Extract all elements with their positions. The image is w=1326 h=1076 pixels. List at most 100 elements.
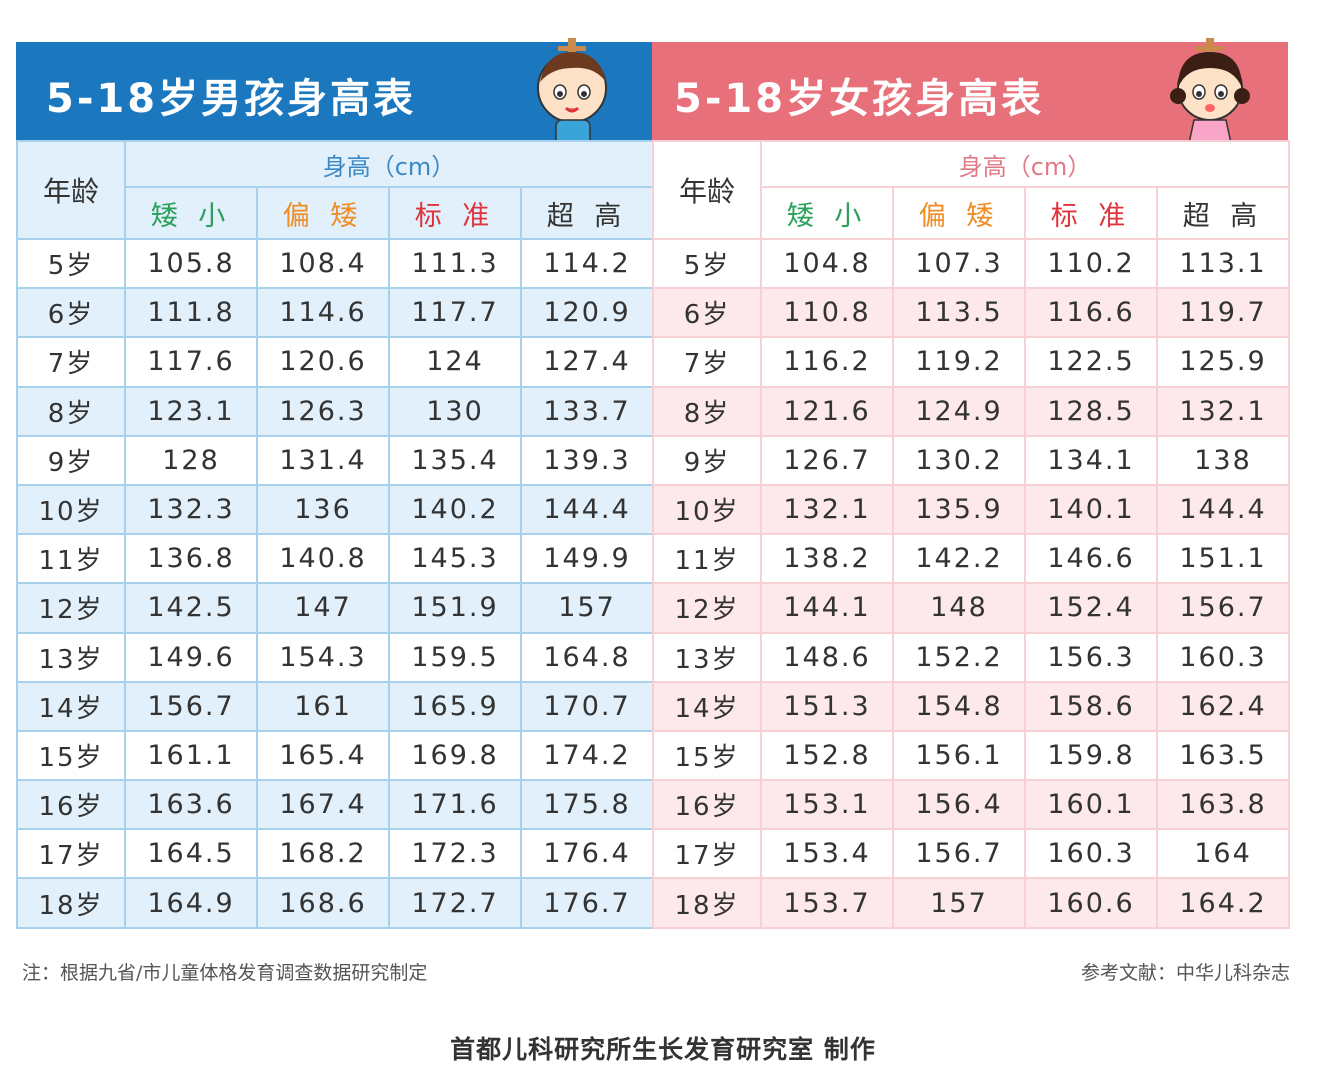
age-cell: 10岁 xyxy=(652,483,762,536)
table-row: 8岁 121.6 124.9 128.5 132.1 xyxy=(652,385,1291,437)
height-value-cell: 138 xyxy=(1155,434,1291,486)
age-cell: 9岁 xyxy=(652,434,762,486)
height-value-cell: 139.3 xyxy=(519,434,655,486)
height-value-cell: 169.8 xyxy=(388,729,522,782)
height-value-cell: 164 xyxy=(1155,828,1291,880)
height-value-cell: 144.1 xyxy=(760,582,894,634)
category-standard: 标 准 xyxy=(388,186,522,240)
table-row: 5岁 105.8 108.4 111.3 114.2 xyxy=(16,237,655,290)
height-value-cell: 153.1 xyxy=(760,779,894,831)
category-tall: 超 高 xyxy=(519,186,655,240)
height-value-cell: 136.8 xyxy=(124,533,258,585)
height-value-cell: 135.9 xyxy=(892,483,1026,536)
boys-height-panel: 5-18岁男孩身高表 年龄 身高（cm） 矮 小 偏 矮 标 准 超 高 5岁 1 xyxy=(16,38,655,932)
height-value-cell: 148 xyxy=(892,582,1026,634)
height-value-cell: 163.5 xyxy=(1155,729,1291,782)
table-row: 13岁 149.6 154.3 159.5 164.8 xyxy=(16,631,655,683)
table-row: 9岁 128 131.4 135.4 139.3 xyxy=(16,434,655,486)
height-value-cell: 110.8 xyxy=(760,287,894,339)
height-value-cell: 111.3 xyxy=(388,237,522,290)
table-row: 7岁 117.6 120.6 124 127.4 xyxy=(16,336,655,388)
height-value-cell: 149.9 xyxy=(519,533,655,585)
height-value-cell: 120.9 xyxy=(519,287,655,339)
category-short: 矮 小 xyxy=(124,186,258,240)
table-row: 18岁 164.9 168.6 172.7 176.7 xyxy=(16,877,655,929)
height-value-cell: 175.8 xyxy=(519,779,655,831)
height-value-cell: 144.4 xyxy=(1155,483,1291,536)
table-row: 16岁 163.6 167.4 171.6 175.8 xyxy=(16,779,655,831)
table-row: 13岁 148.6 152.2 156.3 160.3 xyxy=(652,631,1291,683)
height-value-cell: 111.8 xyxy=(124,287,258,339)
age-cell: 17岁 xyxy=(16,828,126,880)
height-value-cell: 160.6 xyxy=(1024,877,1158,929)
height-value-cell: 123.1 xyxy=(124,385,258,437)
age-cell: 16岁 xyxy=(652,779,762,831)
age-cell: 7岁 xyxy=(652,336,762,388)
height-value-cell: 154.3 xyxy=(256,631,390,683)
height-value-cell: 132.3 xyxy=(124,483,258,536)
height-value-cell: 168.6 xyxy=(256,877,390,929)
height-value-cell: 140.2 xyxy=(388,483,522,536)
age-cell: 12岁 xyxy=(16,582,126,634)
height-value-cell: 165.4 xyxy=(256,729,390,782)
age-cell: 18岁 xyxy=(652,877,762,929)
height-value-cell: 152.4 xyxy=(1024,582,1158,634)
boys-table-body: 5岁 105.8 108.4 111.3 114.2 6岁 111.8 114.6 117.7 1… xyxy=(16,237,655,929)
age-cell: 16岁 xyxy=(16,779,126,831)
height-value-cell: 128 xyxy=(124,434,258,486)
height-value-cell: 160.1 xyxy=(1024,779,1158,831)
height-value-cell: 158.6 xyxy=(1024,680,1158,732)
height-value-cell: 156.7 xyxy=(892,828,1026,880)
height-value-cell: 165.9 xyxy=(388,680,522,732)
table-row: 11岁 138.2 142.2 146.6 151.1 xyxy=(652,533,1291,585)
height-value-cell: 132.1 xyxy=(760,483,894,536)
height-value-cell: 117.7 xyxy=(388,287,522,339)
height-value-cell: 108.4 xyxy=(256,237,390,290)
height-value-cell: 134.1 xyxy=(1024,434,1158,486)
height-value-cell: 152.8 xyxy=(760,729,894,782)
height-value-cell: 168.2 xyxy=(256,828,390,880)
girls-title: 5-18岁女孩身高表 xyxy=(674,76,1045,122)
height-value-cell: 163.6 xyxy=(124,779,258,831)
table-row: 15岁 161.1 165.4 169.8 174.2 xyxy=(16,729,655,782)
height-value-cell: 153.7 xyxy=(760,877,894,929)
height-value-cell: 156.3 xyxy=(1024,631,1158,683)
height-value-cell: 130.2 xyxy=(892,434,1026,486)
height-value-cell: 161 xyxy=(256,680,390,732)
height-value-cell: 136 xyxy=(256,483,390,536)
height-value-cell: 144.4 xyxy=(519,483,655,536)
height-value-cell: 164.2 xyxy=(1155,877,1291,929)
height-value-cell: 176.7 xyxy=(519,877,655,929)
table-row: 17岁 164.5 168.2 172.3 176.4 xyxy=(16,828,655,880)
height-value-cell: 176.4 xyxy=(519,828,655,880)
height-value-cell: 152.2 xyxy=(892,631,1026,683)
height-value-cell: 163.8 xyxy=(1155,779,1291,831)
height-value-cell: 151.9 xyxy=(388,582,522,634)
table-row: 12岁 142.5 147 151.9 157 xyxy=(16,582,655,634)
age-cell: 18岁 xyxy=(16,877,126,929)
category-short: 矮 小 xyxy=(760,186,894,240)
height-value-cell: 171.6 xyxy=(388,779,522,831)
height-header: 身高（cm） xyxy=(123,140,655,188)
boys-height-table: 年龄 身高（cm） 矮 小 偏 矮 标 准 超 高 5岁 105.8 108.4 11… xyxy=(16,140,655,929)
height-value-cell: 159.8 xyxy=(1024,729,1158,782)
height-value-cell: 146.6 xyxy=(1024,533,1158,585)
height-value-cell: 159.5 xyxy=(388,631,522,683)
height-value-cell: 114.2 xyxy=(519,237,655,290)
table-row: 10岁 132.1 135.9 140.1 144.4 xyxy=(652,483,1291,536)
category-tall: 超 高 xyxy=(1155,186,1291,240)
height-value-cell: 148.6 xyxy=(760,631,894,683)
height-value-cell: 124.9 xyxy=(892,385,1026,437)
height-value-cell: 127.4 xyxy=(519,336,655,388)
height-value-cell: 156.7 xyxy=(1155,582,1291,634)
height-value-cell: 121.6 xyxy=(760,385,894,437)
height-value-cell: 107.3 xyxy=(892,237,1026,290)
height-value-cell: 117.6 xyxy=(124,336,258,388)
girls-table-body: 5岁 104.8 107.3 110.2 113.1 6岁 110.8 113.5 116.6 1… xyxy=(652,237,1291,929)
height-value-cell: 126.7 xyxy=(760,434,894,486)
height-value-cell: 124 xyxy=(388,336,522,388)
height-value-cell: 131.4 xyxy=(256,434,390,486)
age-cell: 12岁 xyxy=(652,582,762,634)
height-value-cell: 113.5 xyxy=(892,287,1026,339)
table-row: 6岁 110.8 113.5 116.6 119.7 xyxy=(652,287,1291,339)
